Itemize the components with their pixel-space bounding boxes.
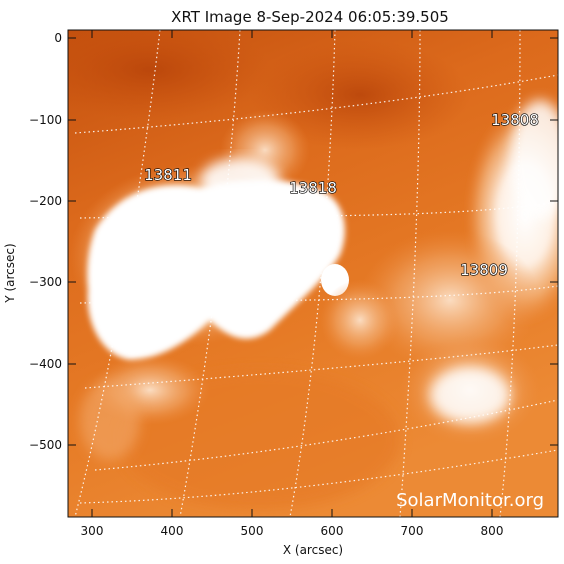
active-region-label: 13808 — [491, 111, 539, 129]
y-tick-label: −400 — [29, 357, 62, 371]
image-title: XRT Image 8-Sep-2024 06:05:39.505 — [171, 8, 449, 26]
x-tick-label: 700 — [401, 524, 424, 538]
y-tick-label: −100 — [29, 113, 62, 127]
y-tick-label: −300 — [29, 275, 62, 289]
plot-frame — [67, 29, 559, 518]
active-region-labels: 13811 13818 13808 13809 — [143, 110, 539, 279]
y-tick-label: 0 — [54, 31, 62, 45]
x-tick-label: 600 — [321, 524, 344, 538]
x-tick-label: 300 — [81, 524, 104, 538]
x-tick-label: 500 — [241, 524, 264, 538]
coordinate-grid — [74, 30, 558, 517]
active-region-label: 13818 — [289, 179, 337, 197]
solarmonitor-watermark: SolarMonitor.org — [396, 490, 544, 511]
y-tick-label: −200 — [29, 194, 62, 208]
active-region-label: 13809 — [460, 261, 508, 279]
y-axis: 0 −100 −200 −300 −400 −500 Y (arcsec) — [3, 31, 558, 452]
y-axis-label: Y (arcsec) — [3, 243, 17, 303]
x-axis: 300 400 500 600 700 800 X (arcsec) — [81, 30, 504, 557]
active-region-label: 13811 — [144, 166, 192, 184]
solar-xray-image — [68, 30, 558, 517]
x-tick-label: 400 — [161, 524, 184, 538]
x-axis-label: X (arcsec) — [283, 543, 343, 557]
y-tick-label: −500 — [29, 438, 62, 452]
x-tick-label: 800 — [481, 524, 504, 538]
